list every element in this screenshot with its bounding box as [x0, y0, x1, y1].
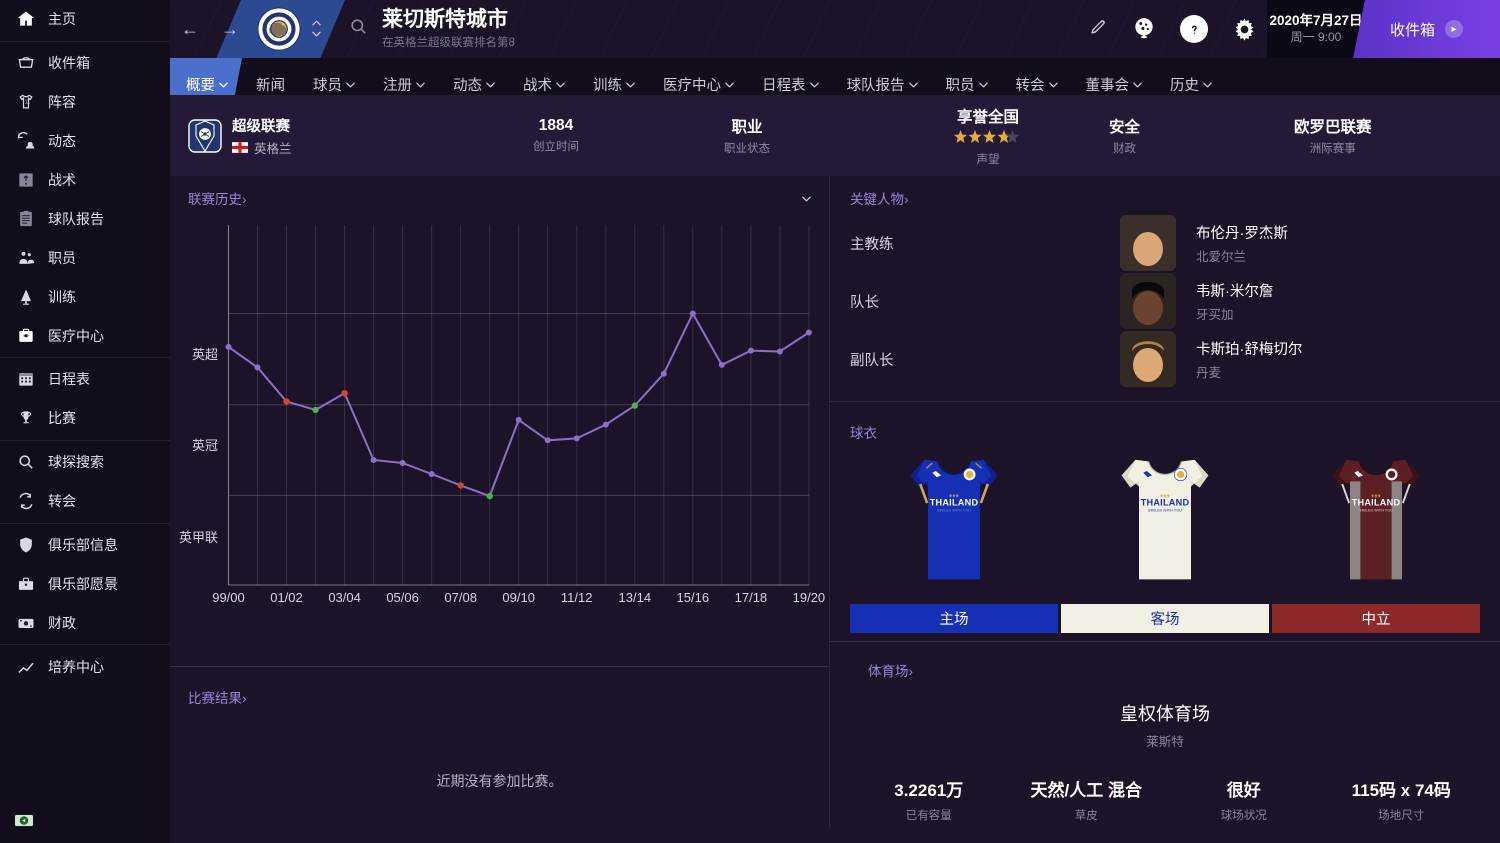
svg-text:15/16: 15/16: [677, 590, 710, 605]
svg-text:11: 11: [25, 100, 30, 106]
svg-text:THAILAND: THAILAND: [1352, 498, 1401, 508]
svg-text:09/10: 09/10: [502, 590, 535, 605]
svg-text:99/00: 99/00: [212, 590, 245, 605]
svg-text:英超: 英超: [192, 347, 218, 362]
svg-text:SMILES WITH YOU: SMILES WITH YOU: [1359, 509, 1393, 513]
svg-text:01/02: 01/02: [270, 590, 303, 605]
svg-text:英甲联: 英甲联: [179, 530, 218, 545]
svg-text:SMILES WITH YOU: SMILES WITH YOU: [1148, 509, 1182, 513]
svg-text:THAILAND: THAILAND: [930, 498, 979, 508]
svg-text:07/08: 07/08: [444, 590, 477, 605]
svg-text:17/18: 17/18: [735, 590, 768, 605]
svg-text:英冠: 英冠: [192, 438, 218, 453]
svg-text:THAILAND: THAILAND: [1141, 498, 1190, 508]
svg-text:05/06: 05/06: [386, 590, 419, 605]
svg-text:SMILES WITH YOU: SMILES WITH YOU: [937, 509, 971, 513]
svg-text:03/04: 03/04: [328, 590, 361, 605]
svg-text:13/14: 13/14: [619, 590, 652, 605]
svg-text:11/12: 11/12: [561, 590, 593, 605]
svg-text:19/20: 19/20: [793, 590, 826, 605]
